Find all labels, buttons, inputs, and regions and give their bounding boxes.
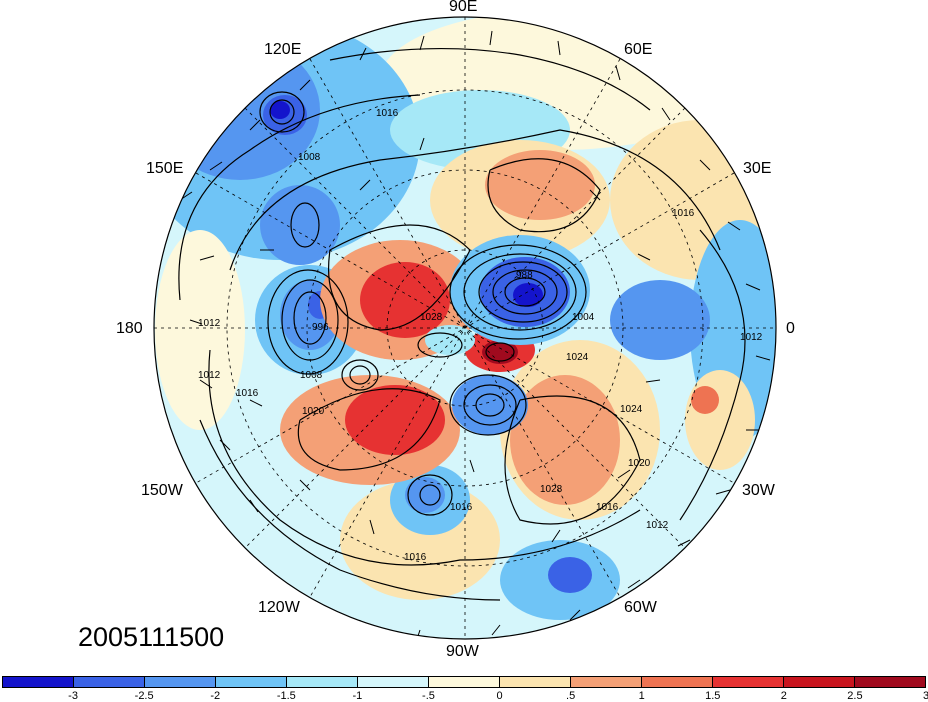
date-stamp: 2005111500 bbox=[78, 622, 225, 652]
isobar-label: 1016 bbox=[450, 502, 473, 513]
lon-label-120w: 120W bbox=[258, 599, 300, 616]
isobar-label: 1028 bbox=[420, 312, 443, 323]
isobar-label: 1012 bbox=[740, 332, 763, 343]
lon-label-120e: 120E bbox=[264, 41, 302, 58]
lon-label-150e: 150E bbox=[146, 160, 184, 177]
graticule bbox=[154, 17, 776, 639]
map-border bbox=[153, 16, 777, 640]
colorbar-tick-label: -3 bbox=[68, 690, 78, 702]
colorbar-tick-label: -1.5 bbox=[276, 690, 296, 702]
colorbar-tick-label: 3 bbox=[922, 690, 928, 702]
colorbar-swatch bbox=[3, 677, 74, 687]
colorbar-tick-label: 2.5 bbox=[847, 690, 863, 702]
colorbar-swatch bbox=[642, 677, 713, 687]
colorbar-swatch bbox=[571, 677, 642, 687]
isobar-label: 1016 bbox=[404, 552, 427, 563]
map-disc: 1016 1008 1016 988 1004 1028 1024 1024 1… bbox=[154, 17, 776, 639]
colorbar-swatch bbox=[287, 677, 358, 687]
colorbar-swatch bbox=[145, 677, 216, 687]
colorbar-tick-label: -1 bbox=[352, 690, 363, 702]
colorbar bbox=[2, 676, 926, 688]
isobar-label: 1024 bbox=[620, 404, 643, 415]
isobar-label: 996 bbox=[312, 322, 329, 333]
colorbar-tick-label: 1.5 bbox=[705, 690, 721, 702]
colorbar-swatch bbox=[358, 677, 429, 687]
colorbar-swatch bbox=[500, 677, 571, 687]
isobar-label: 1008 bbox=[298, 152, 321, 163]
isobar-label: 1012 bbox=[198, 370, 221, 381]
isobar-value-labels: 1016 1008 1016 988 1004 1028 1024 1024 1… bbox=[198, 108, 763, 563]
lon-label-0: 0 bbox=[786, 320, 795, 337]
lon-label-180: 180 bbox=[116, 320, 143, 337]
colorbar-swatch bbox=[216, 677, 287, 687]
colorbar-swatch bbox=[74, 677, 145, 687]
isobar-label: 1008 bbox=[300, 370, 323, 381]
lon-label-30w: 30W bbox=[742, 482, 775, 499]
lon-label-60e: 60E bbox=[624, 41, 653, 58]
isobar-contours bbox=[178, 47, 746, 601]
lon-label-30e: 30E bbox=[743, 160, 772, 177]
lon-label-150w: 150W bbox=[141, 482, 183, 499]
isobar-label: 1020 bbox=[302, 406, 325, 417]
anomaly-shading bbox=[154, 17, 776, 620]
colorbar-swatch bbox=[855, 677, 925, 687]
colorbar-tick-label: -.5 bbox=[422, 690, 435, 702]
isobar-label: 1020 bbox=[628, 458, 651, 469]
colorbar-tick-label: .5 bbox=[566, 690, 576, 702]
isobar-label: 1024 bbox=[566, 352, 589, 363]
colorbar-tick-label: 1 bbox=[638, 690, 645, 702]
colorbar-tick-label: 0 bbox=[496, 690, 503, 702]
isobar-label: 1016 bbox=[236, 388, 259, 399]
colorbar-swatch bbox=[713, 677, 784, 687]
isobar-label: 1016 bbox=[376, 108, 399, 119]
colorbar-swatch bbox=[429, 677, 500, 687]
lon-label-60w: 60W bbox=[624, 599, 657, 616]
isobar-label: 1004 bbox=[572, 312, 595, 323]
colorbar-tick-label: -2.5 bbox=[134, 690, 154, 702]
colorbar-swatch bbox=[784, 677, 855, 687]
lon-label-90e: 90E bbox=[449, 0, 478, 15]
isobar-label: 1016 bbox=[596, 502, 619, 513]
colorbar-tick-label: 2 bbox=[780, 690, 787, 702]
isobar-label: 1028 bbox=[540, 484, 563, 495]
colorbar-tick-label: -2 bbox=[210, 690, 221, 702]
isobar-label: 1012 bbox=[198, 318, 221, 329]
polar-map: 1016 1008 1016 988 1004 1028 1024 1024 1… bbox=[153, 16, 777, 640]
lon-label-90w: 90W bbox=[446, 643, 479, 660]
isobar-label: 1012 bbox=[646, 520, 669, 531]
isobar-label: 988 bbox=[516, 270, 533, 281]
isobar-label: 1016 bbox=[672, 208, 695, 219]
